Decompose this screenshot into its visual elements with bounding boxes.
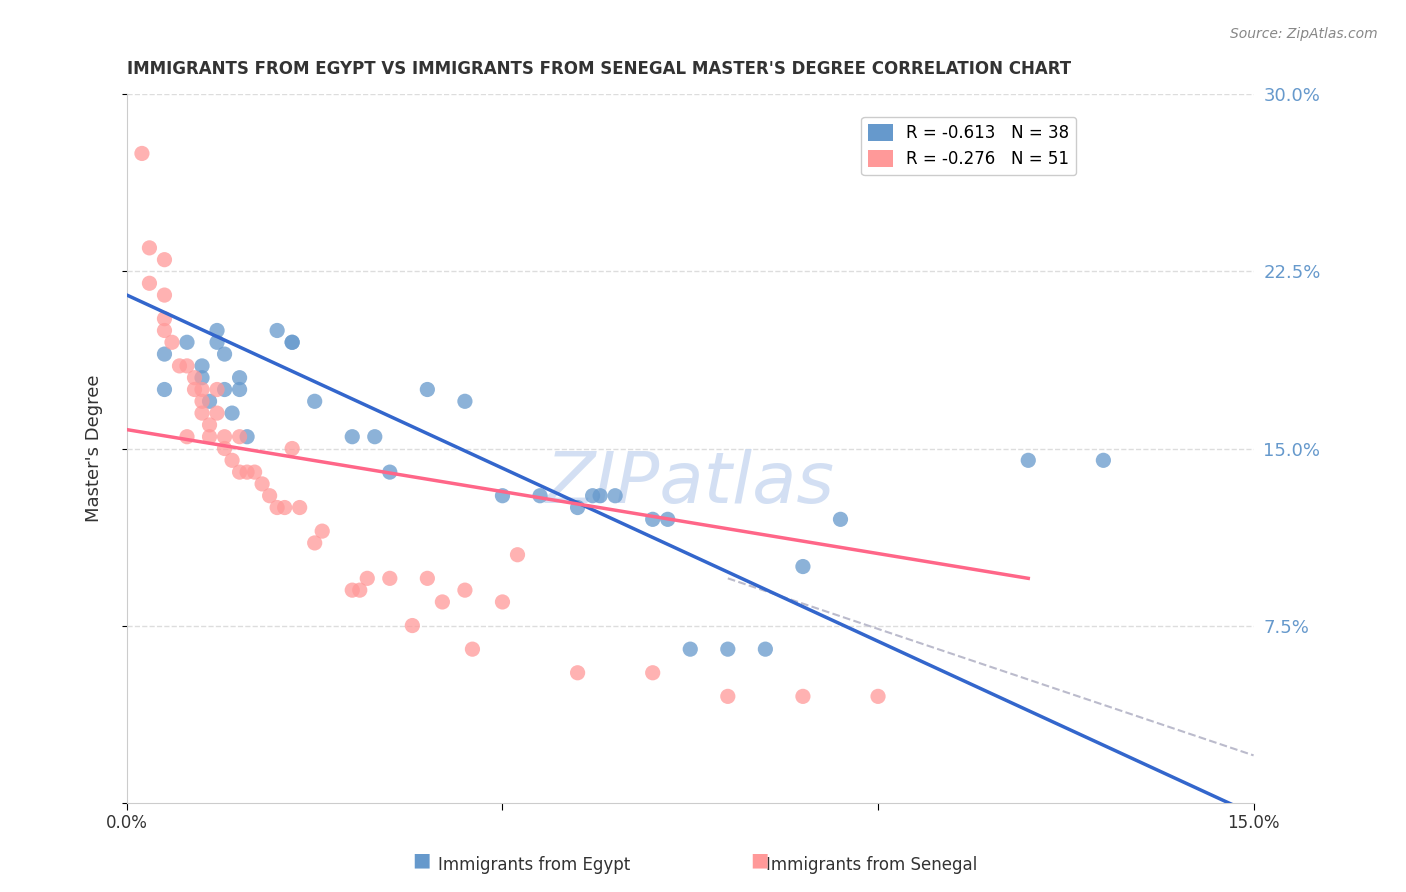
Point [266, 324, 288, 338]
Point [205, 324, 228, 338]
Point [342, 430, 364, 444]
Point [236, 465, 259, 479]
Point [657, 512, 679, 526]
Point [273, 500, 295, 515]
Point [830, 512, 852, 526]
Point [228, 370, 250, 384]
Point [191, 394, 214, 409]
Point [266, 500, 288, 515]
Point [160, 335, 183, 350]
Point [461, 642, 484, 657]
Point [454, 583, 477, 598]
Text: IMMIGRANTS FROM EGYPT VS IMMIGRANTS FROM SENEGAL MASTER'S DEGREE CORRELATION CHA: IMMIGRANTS FROM EGYPT VS IMMIGRANTS FROM… [127, 60, 1071, 78]
Point [214, 383, 236, 397]
Point [491, 595, 513, 609]
Point [169, 359, 191, 373]
Point [191, 359, 214, 373]
Point [378, 465, 401, 479]
Point [214, 442, 236, 456]
Point [153, 288, 176, 302]
Point [401, 618, 423, 632]
Point [432, 595, 454, 609]
Point [236, 430, 259, 444]
Point [792, 690, 814, 704]
Point [153, 324, 176, 338]
Point [605, 489, 627, 503]
Point [281, 335, 304, 350]
Point [567, 665, 589, 680]
Point [221, 453, 243, 467]
Point [581, 489, 603, 503]
Point [183, 383, 205, 397]
Point [176, 430, 198, 444]
Point [243, 465, 266, 479]
Point [183, 370, 205, 384]
Point [641, 512, 664, 526]
Y-axis label: Master's Degree: Master's Degree [86, 375, 103, 522]
Point [754, 642, 776, 657]
Point [214, 347, 236, 361]
Point [281, 442, 304, 456]
Text: Immigrants from Egypt: Immigrants from Egypt [439, 856, 630, 874]
Point [378, 571, 401, 585]
Point [198, 394, 221, 409]
Point [250, 477, 273, 491]
Point [717, 642, 740, 657]
Point [176, 359, 198, 373]
Text: ■: ■ [412, 851, 432, 870]
Point [153, 311, 176, 326]
Point [259, 489, 281, 503]
Point [138, 241, 160, 255]
Point [228, 430, 250, 444]
Text: ZIPatlas: ZIPatlas [546, 450, 835, 518]
Point [1092, 453, 1115, 467]
Point [311, 524, 333, 538]
Point [416, 571, 439, 585]
Point [191, 383, 214, 397]
Point [153, 347, 176, 361]
Point [198, 417, 221, 432]
Point [356, 571, 378, 585]
Point [153, 383, 176, 397]
Point [349, 583, 371, 598]
Point [191, 370, 214, 384]
Point [506, 548, 529, 562]
Point [138, 277, 160, 291]
Point [228, 465, 250, 479]
Point [567, 500, 589, 515]
Point [131, 146, 153, 161]
Point [304, 536, 326, 550]
Point [288, 500, 311, 515]
Text: Immigrants from Senegal: Immigrants from Senegal [766, 856, 977, 874]
Point [491, 489, 513, 503]
Point [221, 406, 243, 420]
Text: ■: ■ [749, 851, 769, 870]
Point [866, 690, 889, 704]
Point [205, 383, 228, 397]
Point [228, 383, 250, 397]
Point [191, 406, 214, 420]
Point [304, 394, 326, 409]
Point [176, 335, 198, 350]
Point [641, 665, 664, 680]
Point [281, 335, 304, 350]
Point [589, 489, 612, 503]
Text: Source: ZipAtlas.com: Source: ZipAtlas.com [1230, 27, 1378, 41]
Point [198, 430, 221, 444]
Point [792, 559, 814, 574]
Point [214, 430, 236, 444]
Point [717, 690, 740, 704]
Point [454, 394, 477, 409]
Point [205, 335, 228, 350]
Legend: R = -0.613   N = 38, R = -0.276   N = 51: R = -0.613 N = 38, R = -0.276 N = 51 [862, 117, 1076, 175]
Point [1017, 453, 1039, 467]
Point [342, 583, 364, 598]
Point [153, 252, 176, 267]
Point [416, 383, 439, 397]
Point [364, 430, 387, 444]
Point [529, 489, 551, 503]
Point [205, 406, 228, 420]
Point [679, 642, 702, 657]
